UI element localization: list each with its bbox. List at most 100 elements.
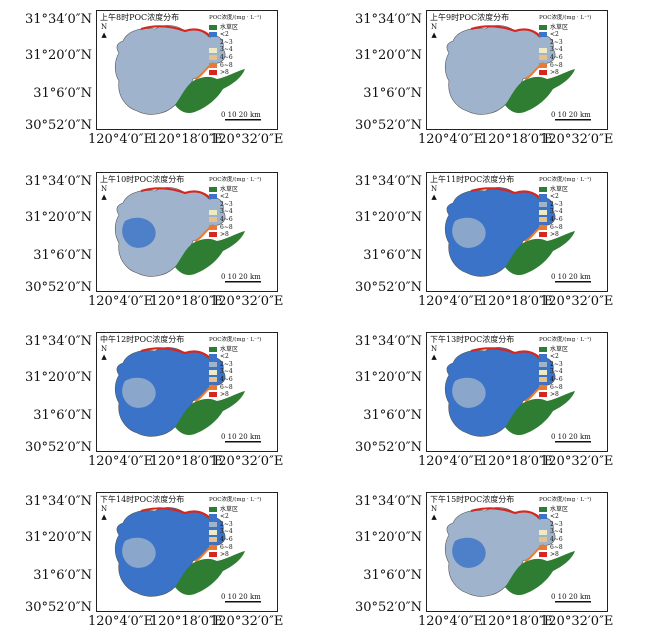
legend-swatch [209,224,217,230]
latitude-label: 30°52′0″N [24,280,92,295]
legend-swatch [539,70,547,76]
scale-label: 0 10 20 km [221,433,261,441]
legend-item: 2~3 [539,39,591,47]
longitude-label: 120°32′0″E [540,614,614,629]
legend-heading: POC浓度/(mg · L⁻¹) [209,337,262,343]
longitude-label: 120°4′0″E [88,294,154,309]
latitude-label: 30°52′0″N [24,118,92,133]
scale-label: 0 10 20 km [221,111,261,119]
legend-swatch [209,522,217,528]
legend: POC浓度/(mg · L⁻¹) 水草区 <2 2~3 3~4 4~6 6~8 >8 [539,497,591,559]
legend-label: 3~4 [550,46,563,54]
map-panel: 31°34′0″N 31°20′0″N 31°6′0″N 30°52′0″N 下午15时… [330,490,630,640]
latitude-label: 31°20′0″N [354,210,422,225]
legend-item: 水草区 [209,24,261,32]
legend-swatch [539,232,547,238]
aquatic-plant-area [505,69,575,113]
legend-label: 2~3 [220,360,233,368]
latitude-label: 30°52′0″N [354,280,422,295]
longitude-label: 120°18′0″E [150,132,224,147]
legend-swatch [209,209,217,215]
legend-label: 2~3 [220,200,233,208]
legend-swatch [209,217,217,223]
high-poc-rim [140,187,212,200]
map-panel: 31°34′0″N 31°20′0″N 31°6′0″N 30°52′0″N 下午13时… [330,330,630,480]
latitude-label: 31°34′0″N [354,334,422,349]
legend-label: 2~3 [550,38,563,46]
latitude-label: 31°20′0″N [24,370,92,385]
legend-swatch [539,217,547,223]
legend-label: 3~4 [220,208,233,216]
legend-swatch [539,552,547,558]
lake-map [444,187,591,283]
legend-swatch [539,32,547,38]
longitude-label: 120°32′0″E [210,454,284,469]
legend-label: 3~4 [220,368,233,376]
legend-item: <2 [209,353,261,361]
longitude-label: 120°32′0″E [210,132,284,147]
legend-label: >8 [550,69,559,77]
legend-swatch [209,514,217,520]
legend-swatch [539,362,547,368]
lake-map [114,347,261,443]
legend: POC浓度/(mg · L⁻¹) 水草区 <2 2~3 3~4 4~6 6~8 >8 [209,15,261,77]
legend-item: 6~8 [539,544,591,552]
legend-swatch [209,32,217,38]
legend-item: <2 [539,353,591,361]
legend-item: 水草区 [539,186,591,194]
legend-item: 4~6 [209,376,261,384]
legend-label: 3~4 [550,208,563,216]
longitude-label: 120°4′0″E [88,454,154,469]
latitude-label: 31°6′0″N [33,408,92,423]
legend-swatch [209,354,217,360]
legend-item: 水草区 [209,346,261,354]
map-panel: 31°34′0″N 31°20′0″N 31°6′0″N 30°52′0″N 下午14时… [0,490,300,640]
scale-label: 0 10 20 km [221,593,261,601]
panel-title: 上午11时POC浓度分布 [430,175,515,184]
legend-label: >8 [550,391,559,399]
legend-swatch [209,369,217,375]
legend-heading: POC浓度/(mg · L⁻¹) [539,15,592,21]
legend-label: >8 [550,551,559,559]
legend-swatch [539,506,547,512]
legend-swatch [539,62,547,68]
latitude-label: 31°34′0″N [24,334,92,349]
scale-label: 0 10 20 km [551,111,591,119]
legend-item: 3~4 [209,208,261,216]
legend-label: <2 [220,193,229,201]
longitude-label: 120°4′0″E [418,454,484,469]
legend-swatch [539,377,547,383]
legend-swatch [209,544,217,550]
poc-patch [122,217,156,248]
legend-item: 3~4 [539,208,591,216]
map-frame: 中午12时POC浓度分布 N ▲ 0 10 20 km POC浓度/(mg · L⁻¹)… [96,332,278,452]
latitude-label: 31°20′0″N [24,210,92,225]
legend-label: 6~8 [550,223,563,231]
legend-item: 2~3 [209,201,261,209]
north-arrow-icon: N ▲ [431,23,438,39]
legend-swatch [539,537,547,543]
poc-patch [122,537,156,568]
legend-item: >8 [539,391,591,399]
legend-item: 3~4 [539,46,591,54]
legend-swatch [209,232,217,238]
latitude-label: 31°34′0″N [24,12,92,27]
legend-swatch [539,47,547,53]
lake-map [444,25,591,121]
latitude-label: 31°34′0″N [24,494,92,509]
map-frame: 下午15时POC浓度分布 N ▲ 0 10 20 km POC浓度/(mg · L⁻¹)… [426,492,608,612]
latitude-label: 31°34′0″N [24,174,92,189]
longitude-label: 120°4′0″E [418,132,484,147]
latitude-label: 31°6′0″N [363,568,422,583]
legend: POC浓度/(mg · L⁻¹) 水草区 <2 2~3 3~4 4~6 6~8 >8 [539,337,591,399]
legend-label: 3~4 [550,528,563,536]
legend-swatch [209,362,217,368]
legend-label: 6~8 [550,61,563,69]
aquatic-plant-area [175,391,245,435]
legend-item: >8 [209,231,261,239]
longitude-label: 120°4′0″E [418,614,484,629]
legend-swatch [539,346,547,352]
latitude-label: 31°34′0″N [354,494,422,509]
legend-label: 水草区 [550,345,569,353]
north-arrow-icon: N ▲ [431,505,438,521]
